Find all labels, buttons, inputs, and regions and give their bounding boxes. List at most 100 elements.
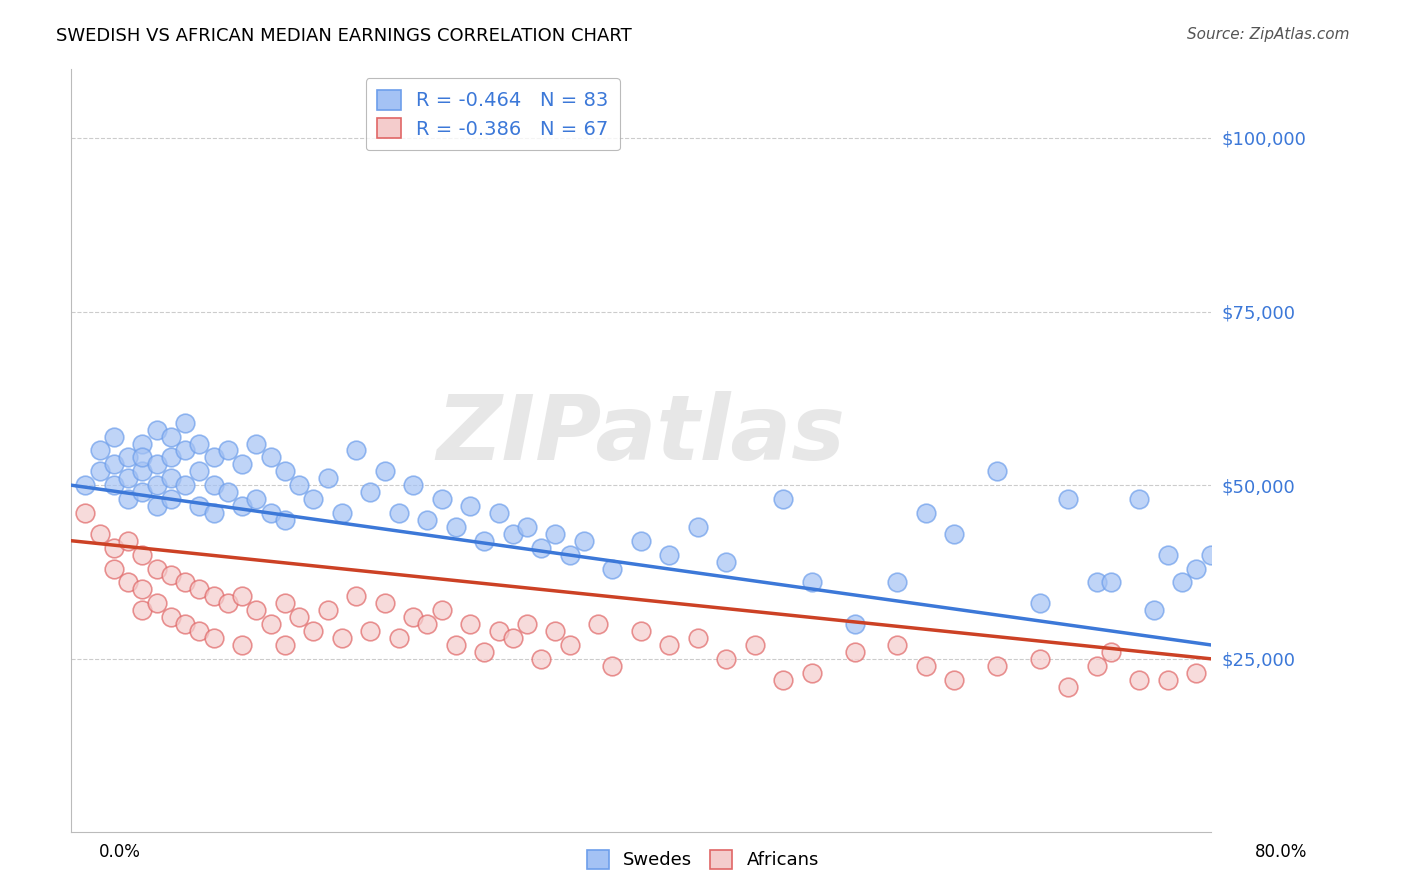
- Point: [160, 450, 183, 465]
- Point: [1185, 665, 1208, 680]
- Point: [145, 596, 167, 610]
- Point: [103, 458, 125, 472]
- Point: [160, 610, 183, 624]
- Point: [245, 436, 267, 450]
- Point: [231, 589, 253, 603]
- Point: [288, 610, 311, 624]
- Point: [288, 478, 311, 492]
- Point: [1099, 575, 1122, 590]
- Point: [844, 617, 866, 632]
- Point: [572, 533, 595, 548]
- Point: [75, 506, 97, 520]
- Point: [772, 491, 794, 506]
- Point: [160, 491, 183, 506]
- Point: [1157, 548, 1180, 562]
- Point: [359, 485, 381, 500]
- Point: [131, 464, 153, 478]
- Text: Source: ZipAtlas.com: Source: ZipAtlas.com: [1187, 27, 1350, 42]
- Point: [388, 506, 411, 520]
- Point: [630, 624, 652, 638]
- Point: [131, 603, 153, 617]
- Point: [274, 464, 297, 478]
- Point: [274, 596, 297, 610]
- Point: [344, 589, 367, 603]
- Point: [330, 506, 353, 520]
- Point: [1157, 673, 1180, 687]
- Point: [89, 443, 111, 458]
- Point: [686, 520, 709, 534]
- Point: [374, 464, 396, 478]
- Point: [686, 631, 709, 645]
- Point: [444, 520, 467, 534]
- Point: [359, 624, 381, 638]
- Point: [800, 665, 823, 680]
- Point: [1099, 645, 1122, 659]
- Point: [160, 568, 183, 582]
- Point: [188, 499, 211, 513]
- Point: [488, 624, 510, 638]
- Point: [259, 617, 281, 632]
- Point: [516, 520, 538, 534]
- Point: [174, 478, 197, 492]
- Point: [516, 617, 538, 632]
- Point: [231, 499, 253, 513]
- Point: [245, 603, 267, 617]
- Point: [202, 631, 225, 645]
- Point: [1029, 596, 1052, 610]
- Point: [986, 464, 1008, 478]
- Point: [174, 617, 197, 632]
- Point: [131, 450, 153, 465]
- Point: [402, 610, 425, 624]
- Point: [188, 624, 211, 638]
- Point: [886, 575, 908, 590]
- Point: [558, 638, 581, 652]
- Point: [259, 450, 281, 465]
- Point: [344, 443, 367, 458]
- Point: [160, 471, 183, 485]
- Point: [430, 491, 453, 506]
- Point: [558, 548, 581, 562]
- Point: [202, 589, 225, 603]
- Point: [544, 526, 567, 541]
- Point: [103, 478, 125, 492]
- Point: [75, 478, 97, 492]
- Point: [402, 478, 425, 492]
- Point: [630, 533, 652, 548]
- Point: [1128, 491, 1150, 506]
- Point: [117, 471, 139, 485]
- Point: [259, 506, 281, 520]
- Point: [89, 464, 111, 478]
- Point: [202, 450, 225, 465]
- Point: [316, 603, 339, 617]
- Point: [89, 526, 111, 541]
- Point: [1143, 603, 1166, 617]
- Point: [472, 533, 495, 548]
- Point: [131, 548, 153, 562]
- Point: [188, 582, 211, 597]
- Point: [245, 491, 267, 506]
- Point: [658, 548, 681, 562]
- Point: [174, 416, 197, 430]
- Point: [145, 478, 167, 492]
- Point: [217, 443, 239, 458]
- Point: [716, 652, 738, 666]
- Point: [430, 603, 453, 617]
- Point: [274, 513, 297, 527]
- Point: [800, 575, 823, 590]
- Point: [231, 458, 253, 472]
- Point: [160, 429, 183, 443]
- Point: [117, 533, 139, 548]
- Point: [658, 638, 681, 652]
- Point: [416, 617, 439, 632]
- Point: [1171, 575, 1194, 590]
- Text: 0.0%: 0.0%: [98, 843, 141, 861]
- Point: [103, 561, 125, 575]
- Point: [844, 645, 866, 659]
- Point: [772, 673, 794, 687]
- Point: [1057, 491, 1080, 506]
- Point: [174, 575, 197, 590]
- Point: [274, 638, 297, 652]
- Point: [530, 652, 553, 666]
- Point: [416, 513, 439, 527]
- Point: [530, 541, 553, 555]
